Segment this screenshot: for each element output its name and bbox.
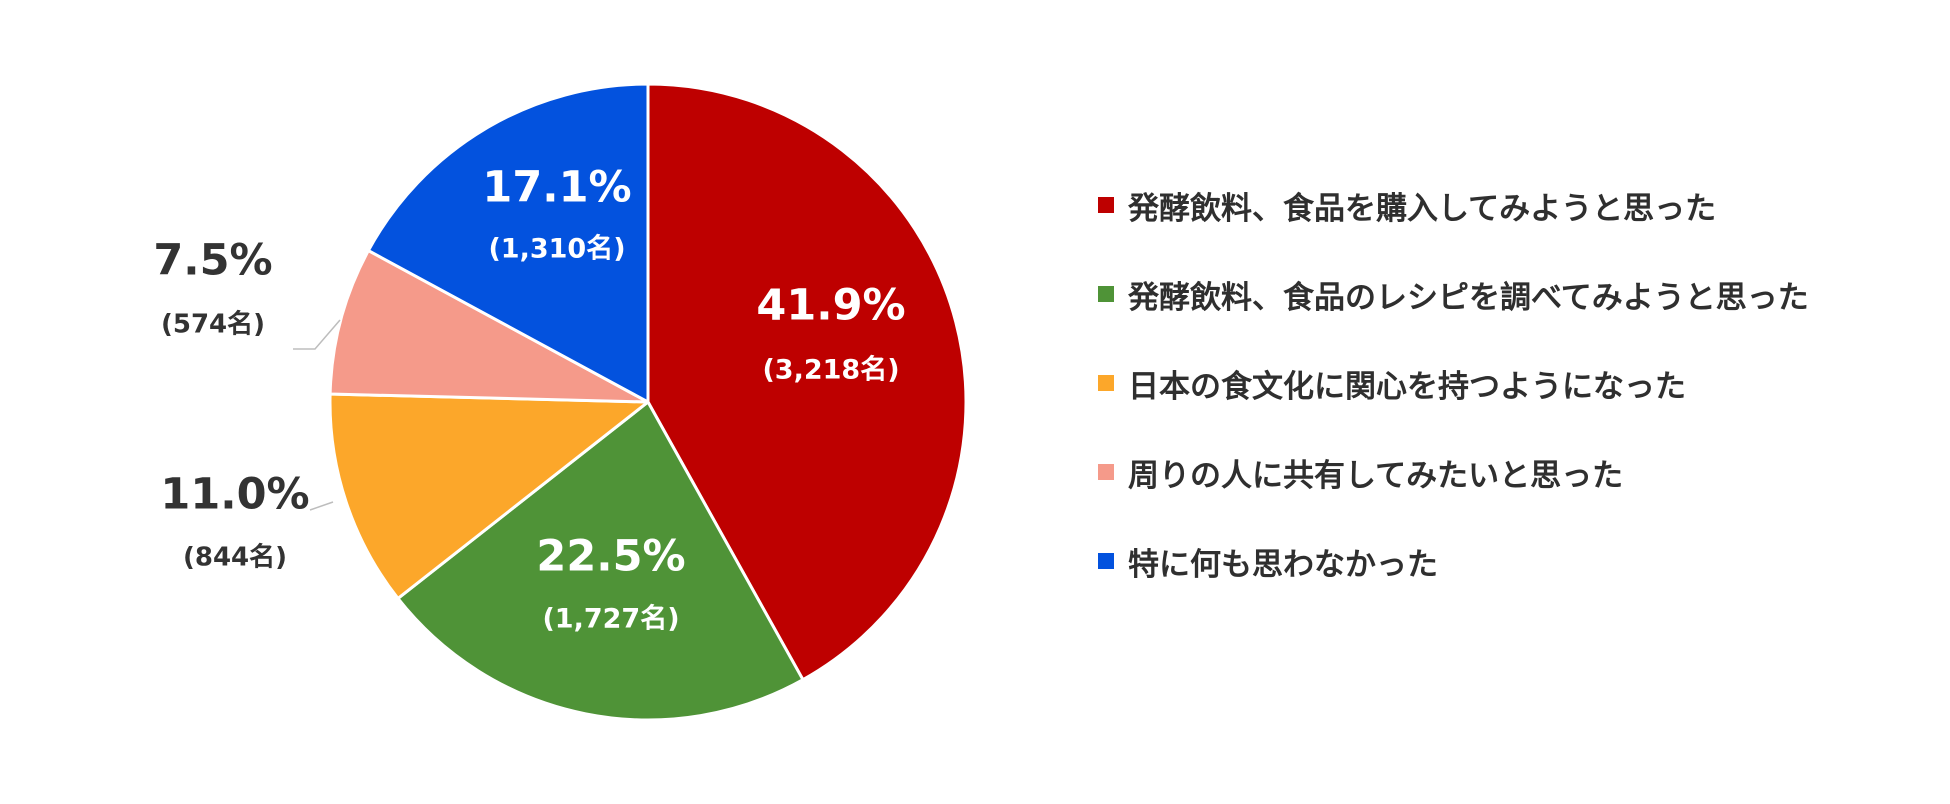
legend-label: 特に何も思わなかった — [1128, 546, 1438, 583]
leader-line — [309, 501, 334, 511]
legend-item: 日本の食文化に関心を持つようになった — [1098, 361, 1809, 405]
legend-label: 発酵飲料、食品を購入してみようと思った — [1128, 190, 1717, 227]
slice-count-label: (3,218名) — [762, 354, 899, 386]
slice-percent-label: 22.5% — [536, 532, 685, 582]
legend-item: 発酵飲料、食品を購入してみようと思った — [1098, 183, 1809, 227]
legend-item: 発酵飲料、食品のレシピを調べてみようと思った — [1098, 272, 1809, 316]
legend-item: 特に何も思わなかった — [1098, 539, 1809, 583]
slice-percent-label: 41.9% — [756, 281, 905, 331]
legend-swatch — [1098, 286, 1114, 302]
pie-slice — [328, 392, 650, 600]
legend-label: 日本の食文化に関心を持つようになった — [1128, 368, 1686, 405]
legend-item: 周りの人に共有してみたいと思った — [1098, 450, 1809, 494]
pie-slice — [328, 249, 650, 404]
slice-count-label: (1,310名) — [488, 233, 625, 265]
slice-percent-label: 7.5% — [153, 236, 272, 286]
legend-label: 発酵飲料、食品のレシピを調べてみようと思った — [1128, 279, 1809, 316]
legend: 発酵飲料、食品を購入してみようと思った発酵飲料、食品のレシピを調べてみようと思っ… — [1098, 183, 1809, 628]
slice-count-label: (1,727名) — [542, 603, 679, 635]
legend-swatch — [1098, 464, 1114, 480]
pie-slice — [366, 82, 650, 404]
legend-label: 周りの人に共有してみたいと思った — [1128, 457, 1624, 494]
pie-slice — [396, 400, 805, 722]
leader-line — [293, 319, 341, 350]
legend-swatch — [1098, 375, 1114, 391]
pie-slices — [328, 82, 968, 722]
slice-count-label: (574名) — [161, 309, 265, 340]
legend-swatch — [1098, 553, 1114, 569]
legend-swatch — [1098, 197, 1114, 213]
slice-percent-label: 11.0% — [160, 470, 309, 520]
slice-count-label: (844名) — [183, 542, 287, 573]
slice-percent-label: 17.1% — [482, 163, 631, 213]
pie-slice — [646, 82, 968, 682]
slice-labels: 41.9% (3,218名) 22.5% (1,727名) 11.0% (844名) 7.5… — [153, 163, 905, 635]
